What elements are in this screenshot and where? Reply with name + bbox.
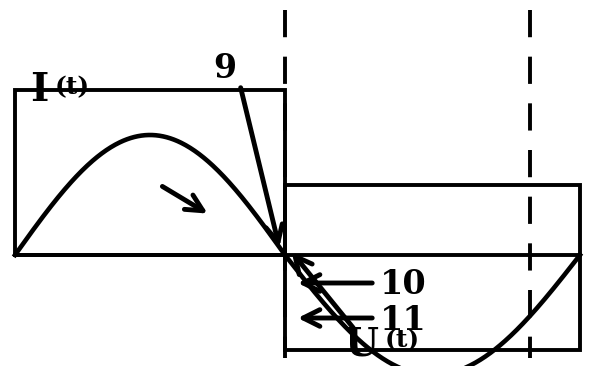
Text: U: U xyxy=(345,326,379,364)
Text: 9: 9 xyxy=(214,52,237,85)
Text: I: I xyxy=(30,71,48,109)
Bar xyxy=(15,90,285,255)
Text: (t): (t) xyxy=(385,328,420,352)
Text: 10: 10 xyxy=(380,269,427,302)
Bar xyxy=(285,185,580,350)
Text: (t): (t) xyxy=(55,75,90,99)
Text: 11: 11 xyxy=(380,303,427,336)
